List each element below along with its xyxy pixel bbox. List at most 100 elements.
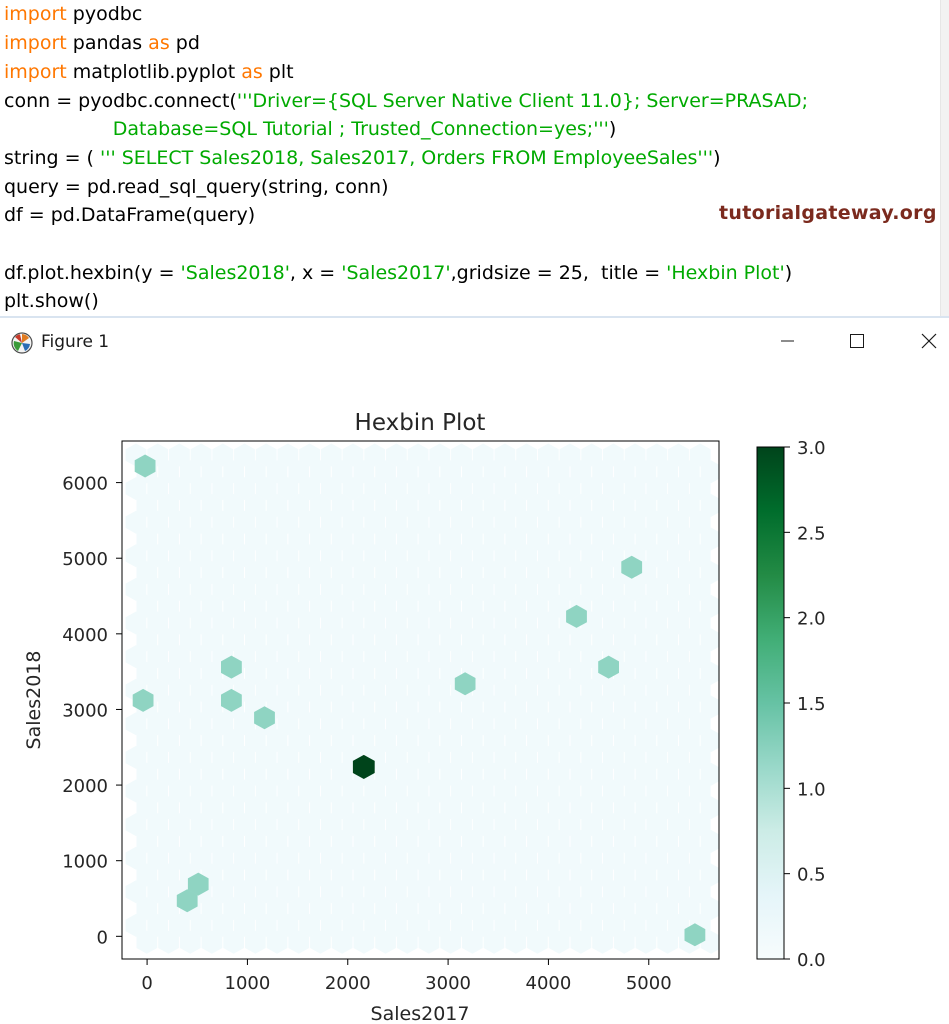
- hexbin-empty-cell: [570, 796, 592, 820]
- hexbin-empty-cell: [440, 930, 461, 954]
- colorbar-tick-label: 3.0: [797, 438, 826, 459]
- hexbin-empty-cell: [646, 846, 668, 870]
- hexbin-empty-cell: [548, 796, 570, 820]
- y-tick-label: 6000: [62, 474, 108, 495]
- hexbin-empty-cell: [537, 712, 559, 736]
- hexbin-empty-cell: [245, 594, 266, 618]
- hexbin-empty-cell: [299, 813, 320, 837]
- hexbin-empty-cell: [700, 493, 719, 517]
- close-button[interactable]: [905, 320, 949, 364]
- hexbin-empty-cell: [179, 762, 201, 786]
- hexbin-empty-cell: [483, 594, 505, 618]
- hexbin-empty-cell: [494, 813, 516, 837]
- hexbin-empty-cell: [462, 594, 483, 618]
- hexbin-empty-cell: [223, 729, 244, 753]
- code-line: plt.show(): [4, 289, 99, 313]
- hexbin-empty-cell: [689, 611, 711, 635]
- hexbin-empty-cell: [223, 930, 244, 954]
- hexbin-empty-cell: [125, 577, 147, 601]
- hexbin-empty-cell: [624, 712, 646, 736]
- hexbin-empty-cell: [429, 846, 451, 870]
- hexbin-empty-cell: [440, 762, 461, 786]
- hexbin-empty-cell: [559, 846, 581, 870]
- hexbin-empty-cell: [635, 762, 657, 786]
- hexbin-empty-cell: [592, 561, 613, 585]
- hexbin-empty-cell: [223, 762, 244, 786]
- hexbin-empty-cell: [624, 477, 646, 501]
- hexbin-empty-cell: [396, 897, 418, 921]
- hexbin-empty-cell: [440, 493, 461, 517]
- hexbin-empty-cell: [331, 493, 353, 517]
- hexbin-empty-cell: [342, 577, 364, 601]
- hexbin-empty-cell: [581, 880, 603, 904]
- hexbin-empty-cell: [679, 661, 700, 685]
- hexbin-empty-cell: [429, 678, 451, 702]
- hexbin-empty-cell: [624, 443, 646, 467]
- hexbin-empty-cell: [190, 577, 212, 601]
- hexbin-empty-cell: [277, 611, 299, 635]
- hexbin-empty-cell: [288, 829, 310, 853]
- hexbin-empty-cell: [245, 460, 266, 484]
- hexbin-empty-cell: [494, 577, 516, 601]
- code-string: 'Sales2018': [180, 262, 290, 284]
- hexbin-empty-cell: [559, 813, 581, 837]
- hexbin-empty-cell: [689, 846, 711, 870]
- hexbin-empty-cell: [548, 897, 570, 921]
- hexbin-empty-cell: [516, 880, 537, 904]
- hexbin-empty-cell: [462, 460, 483, 484]
- hexbin-empty-cell: [234, 577, 255, 601]
- hexbin-empty-cell: [537, 611, 559, 635]
- hexbin-empty-cell: [537, 577, 559, 601]
- hexbin-empty-cell: [613, 897, 635, 921]
- hexbin-empty-cell: [331, 561, 353, 585]
- window-titlebar[interactable]: Figure 1: [0, 320, 949, 364]
- maximize-button[interactable]: [834, 320, 880, 364]
- x-tick-label: 5000: [626, 973, 672, 994]
- hexbin-empty-cell: [299, 477, 320, 501]
- hexbin-empty-cell: [201, 661, 223, 685]
- hexbin-empty-cell: [245, 930, 266, 954]
- hexbin-empty-cell: [245, 561, 266, 585]
- hexbin-empty-cell: [635, 863, 657, 887]
- hexbin-empty-cell: [375, 628, 396, 652]
- hexbin-empty-cell: [516, 443, 537, 467]
- hexbin-empty-cell: [646, 477, 668, 501]
- hexbin-empty-cell: [245, 829, 266, 853]
- hexbin-empty-cell: [472, 846, 494, 870]
- hexbin-empty-cell: [190, 779, 212, 803]
- hexbin-empty-cell: [158, 661, 179, 685]
- colorbar-tick-label: 0.5: [797, 865, 826, 886]
- editor-scrollbar[interactable]: [940, 0, 949, 316]
- colorbar-tick-label: 1.5: [797, 694, 826, 715]
- hexbin-empty-cell: [136, 897, 158, 921]
- code-editor[interactable]: import pyodbc import pandas as pd import m…: [0, 0, 949, 318]
- hexbin-empty-cell: [331, 796, 353, 820]
- hexbin-empty-cell: [190, 443, 212, 467]
- hexbin-empty-cell: [527, 594, 548, 618]
- hexbin-empty-cell: [223, 628, 244, 652]
- hexbin-empty-cell: [429, 510, 451, 534]
- hexbin-empty-cell: [494, 846, 516, 870]
- hexbin-empty-cell: [679, 762, 700, 786]
- hexbin-empty-cell: [407, 645, 429, 669]
- hexbin-empty-cell: [418, 695, 440, 719]
- code-keyword: import: [4, 3, 67, 25]
- hexbin-empty-cell: [407, 477, 429, 501]
- hexbin-empty-cell: [331, 863, 353, 887]
- x-axis-label: Sales2017: [371, 1003, 470, 1024]
- hexbin-empty-cell: [646, 443, 668, 467]
- code-text: ,gridsize = 25, title =: [450, 262, 667, 284]
- hexbin-empty-cell: [472, 611, 494, 635]
- hexbin-empty-cell: [407, 813, 429, 837]
- hexbin-empty-cell: [451, 846, 472, 870]
- hexbin-empty-cell: [375, 661, 396, 685]
- hexbin-empty-cell: [527, 796, 548, 820]
- hexbin-empty-cell: [386, 913, 407, 937]
- hexbin-empty-cell: [255, 779, 277, 803]
- hexbin-empty-cell: [299, 745, 320, 769]
- hexbin-empty-cell: [657, 661, 678, 685]
- hexbin-empty-cell: [624, 611, 646, 635]
- hexbin-empty-cell: [624, 510, 646, 534]
- hexbin-empty-cell: [624, 880, 646, 904]
- minimize-button[interactable]: [766, 320, 812, 364]
